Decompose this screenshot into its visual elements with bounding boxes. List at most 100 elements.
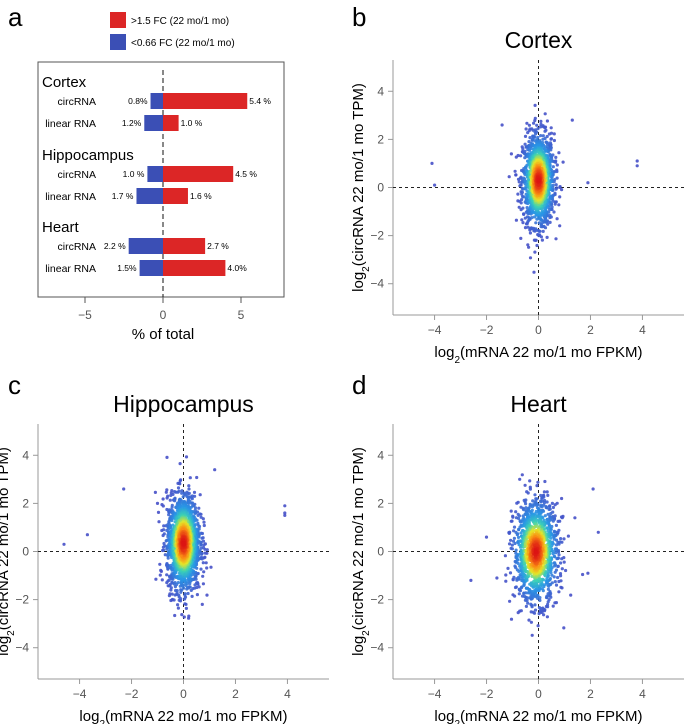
data-point xyxy=(519,609,523,613)
bar-down xyxy=(144,115,163,131)
data-point xyxy=(553,564,557,568)
y-tick-label: −4 xyxy=(370,641,384,655)
data-point xyxy=(546,146,550,150)
data-point xyxy=(586,181,590,185)
data-point xyxy=(186,577,190,582)
data-point xyxy=(581,572,585,577)
x-tick-label: −4 xyxy=(428,687,442,701)
data-point xyxy=(504,573,508,577)
data-point xyxy=(512,575,516,580)
data-point xyxy=(192,490,197,494)
data-point xyxy=(562,626,566,630)
data-point xyxy=(543,200,547,204)
y-tick-label: 4 xyxy=(377,84,384,98)
data-point xyxy=(528,479,532,483)
y-tick-label: 4 xyxy=(377,448,384,462)
data-point xyxy=(509,538,513,542)
data-point xyxy=(202,543,206,547)
x-tick-label: 2 xyxy=(587,687,594,701)
data-point xyxy=(200,602,204,607)
data-point xyxy=(548,213,552,217)
data-point xyxy=(534,221,538,225)
y-axis-label: log2(circRNA 22 mo/1 mo TPM) xyxy=(0,447,17,656)
data-point xyxy=(545,517,549,522)
y-tick-label: 0 xyxy=(22,545,29,559)
data-point xyxy=(514,218,519,222)
data-point xyxy=(552,554,557,559)
data-point xyxy=(158,573,162,577)
data-point xyxy=(527,521,531,525)
data-point xyxy=(500,123,504,127)
x-tick-label: 5 xyxy=(238,308,245,322)
data-point xyxy=(530,216,534,220)
data-point xyxy=(484,535,489,539)
panel-letter-c: c xyxy=(8,370,21,400)
data-point xyxy=(433,183,437,187)
data-point xyxy=(549,137,553,141)
data-point xyxy=(200,552,204,556)
data-point xyxy=(199,546,203,550)
data-point xyxy=(554,183,558,187)
data-point xyxy=(515,558,520,562)
data-point xyxy=(552,132,556,136)
data-point xyxy=(176,486,181,490)
data-point xyxy=(162,548,166,552)
data-point xyxy=(187,484,191,488)
data-point xyxy=(554,523,559,528)
bar-up-label: 1.0 % xyxy=(181,118,203,128)
data-point xyxy=(162,524,166,528)
data-point xyxy=(533,493,537,497)
data-point xyxy=(528,136,532,140)
data-point xyxy=(200,536,204,540)
data-point xyxy=(554,583,559,587)
data-point xyxy=(283,511,287,515)
data-point xyxy=(160,578,164,582)
data-point xyxy=(184,455,189,459)
data-point xyxy=(553,601,557,605)
data-point xyxy=(181,583,185,587)
data-point xyxy=(562,537,566,541)
data-point xyxy=(591,487,595,491)
data-point xyxy=(536,624,540,628)
bar-up-label: 1.6 % xyxy=(190,191,212,201)
data-point xyxy=(558,185,562,189)
data-point xyxy=(545,235,549,239)
data-point xyxy=(552,535,556,539)
x-axis-label: log2(mRNA 22 mo/1 mo FPKM) xyxy=(434,708,642,724)
data-point xyxy=(201,582,205,586)
data-point xyxy=(547,598,551,602)
data-point xyxy=(517,205,521,209)
data-point xyxy=(517,180,521,184)
data-point xyxy=(509,152,513,156)
x-tick-label: 0 xyxy=(535,687,542,701)
data-point xyxy=(556,564,560,569)
data-point xyxy=(561,160,565,164)
data-point xyxy=(176,606,180,610)
data-point xyxy=(544,140,548,144)
data-point xyxy=(155,501,160,505)
x-tick-label: −2 xyxy=(125,687,139,701)
data-point xyxy=(524,127,528,131)
panel-title: Heart xyxy=(510,391,567,417)
data-point xyxy=(513,541,517,546)
data-point xyxy=(560,496,564,501)
data-point xyxy=(517,577,521,581)
y-axis-label: log2(circRNA 22 mo/1 mo TPM) xyxy=(350,83,372,292)
data-point xyxy=(523,134,528,138)
data-point xyxy=(534,550,538,554)
data-point xyxy=(545,526,549,530)
data-point xyxy=(564,568,568,573)
data-point xyxy=(586,571,590,575)
x-tick-label: 4 xyxy=(284,687,291,701)
data-point xyxy=(195,593,199,597)
data-point xyxy=(541,229,545,233)
data-point xyxy=(283,513,287,518)
data-point xyxy=(552,210,556,214)
data-point xyxy=(180,613,184,617)
data-point xyxy=(507,175,511,179)
data-point xyxy=(523,226,528,230)
y-tick-label: −2 xyxy=(370,229,384,243)
data-point xyxy=(540,496,544,500)
data-point xyxy=(527,123,532,127)
y-tick-label: 2 xyxy=(22,496,29,510)
